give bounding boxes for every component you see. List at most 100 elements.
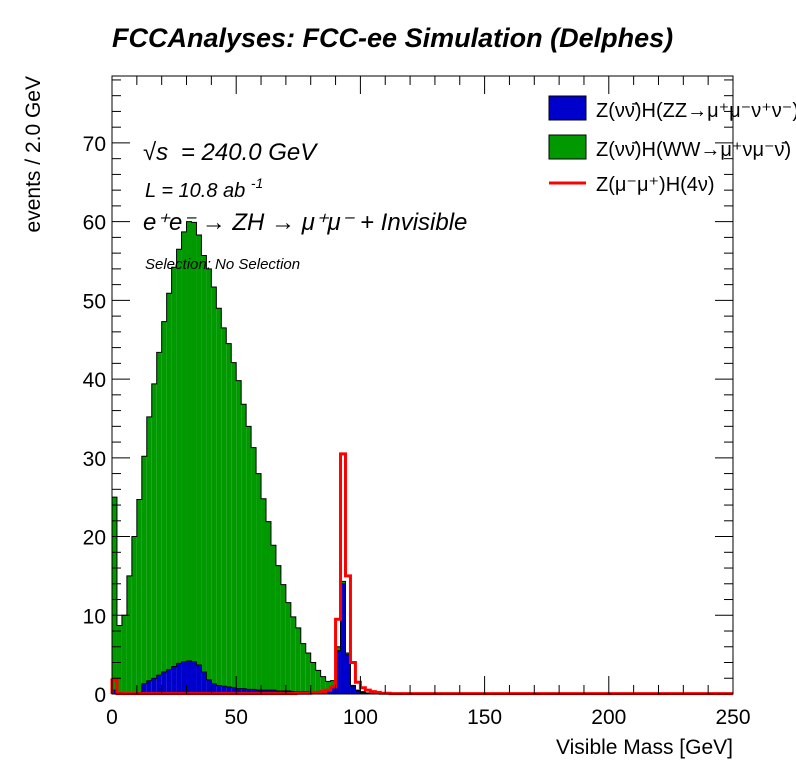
- legend-label-zz: Z(νν̄)H(ZZ→μ⁺μ⁻ν⁺ν⁻): [596, 100, 796, 122]
- ww-bin: [236, 380, 242, 689]
- ww-bin: [206, 268, 212, 680]
- chart-title: FCCAnalyses: FCC-ee Simulation (Delphes): [112, 23, 673, 53]
- zz-bin: [261, 690, 267, 694]
- ww-bin: [196, 235, 202, 665]
- x-tick-label: 100: [343, 706, 378, 729]
- ww-bin: [305, 653, 311, 692]
- x-axis-label: Visible Mass [GeV]: [556, 736, 733, 759]
- zz-bin: [330, 686, 336, 694]
- zz-bin: [226, 686, 232, 694]
- x-tick-label: 150: [467, 706, 502, 729]
- x-axis-ticks: [111, 76, 734, 694]
- ww-bin: [126, 575, 132, 694]
- x-tick-label: 50: [225, 706, 248, 729]
- ww-bin: [121, 615, 127, 694]
- zz-bin: [191, 661, 197, 694]
- zz-bin: [355, 690, 361, 694]
- zz-bin: [325, 690, 331, 694]
- ww-bin: [275, 565, 281, 691]
- y-tick-label: 30: [83, 448, 106, 471]
- zz-bin: [360, 692, 366, 694]
- ww-bin: [151, 383, 157, 679]
- ww-bin: [295, 627, 301, 692]
- y-tick-label: 60: [83, 212, 106, 235]
- ww-bin: [191, 222, 197, 662]
- ww-bin: [246, 426, 252, 690]
- ww-bin: [166, 293, 172, 670]
- legend: Z(νν̄)H(ZZ→μ⁺μ⁻ν⁺ν⁻) Z(νν̄)H(WW→μ⁺νμ⁻ν̄)…: [548, 95, 796, 196]
- ww-bin: [340, 581, 346, 584]
- ww-bin: [270, 545, 276, 691]
- y-tick-label: 50: [83, 290, 106, 313]
- sqrt-s-value: = 240.0 GeV: [181, 139, 318, 166]
- ww-bin: [345, 653, 351, 655]
- ww-bin: [320, 676, 326, 692]
- zz-bin: [112, 690, 117, 694]
- ww-bin: [330, 680, 336, 687]
- ww-bin: [116, 625, 122, 693]
- ww-histogram: [111, 221, 733, 695]
- ww-bin: [280, 584, 286, 691]
- zz-bin: [151, 678, 157, 694]
- zz-bin: [246, 689, 252, 694]
- ww-bin: [141, 456, 147, 684]
- ww-bin: [161, 321, 167, 672]
- selection-annotation: Selection: No Selection: [145, 256, 300, 273]
- zz-bin: [146, 680, 152, 694]
- plot-frame: [111, 75, 734, 695]
- ww-bin: [310, 662, 316, 692]
- zz-bin: [251, 689, 257, 694]
- y-tick-label: 20: [83, 527, 106, 550]
- ww-bin: [136, 499, 142, 693]
- legend-swatch-zz: [548, 95, 587, 121]
- luminosity-base: L = 10.8 ab: [145, 180, 245, 202]
- ww-bin: [156, 352, 162, 676]
- zz-bin: [171, 666, 177, 694]
- x-tick-label: 250: [715, 706, 750, 729]
- ww-bin: [171, 267, 177, 667]
- zz-bin: [266, 690, 271, 694]
- legend-label-ww: Z(νν̄)H(WW→μ⁺νμ⁻ν̄): [596, 139, 791, 161]
- ww-bin: [226, 343, 232, 687]
- sqrt-s-symbol: √s: [143, 139, 168, 166]
- ww-bin: [221, 327, 227, 687]
- ww-bin: [112, 497, 117, 691]
- y-tick-label: 0: [94, 684, 106, 707]
- sqrt-s-annotation: √s = 240.0 GeV: [143, 139, 318, 166]
- legend-swatch-ww: [548, 134, 587, 160]
- ww-bin: [290, 616, 296, 692]
- y-axis-ticks: [112, 79, 733, 695]
- x-tick-labels: 0 50 100 150 200 250: [106, 706, 750, 729]
- zz-bin: [186, 660, 192, 694]
- zz-bin: [256, 690, 262, 694]
- zz-bin: [221, 686, 227, 694]
- zz-bin: [176, 663, 182, 694]
- zz-bin: [211, 683, 217, 694]
- zz-bin: [161, 671, 167, 694]
- zz-bin: [156, 675, 162, 694]
- ww-bin: [131, 536, 137, 694]
- ww-bin: [300, 643, 306, 692]
- zz-bin: [196, 664, 202, 694]
- luminosity-exponent: -1: [251, 175, 263, 191]
- zz-bin: [181, 661, 187, 694]
- zz-bin: [335, 650, 341, 694]
- x-tick-label: 200: [591, 706, 626, 729]
- zz-bin: [201, 671, 207, 694]
- ww-bin: [216, 308, 222, 686]
- legend-label-signal: Z(μ⁻μ⁺)H(4ν): [596, 174, 715, 196]
- ww-bin: [186, 221, 192, 661]
- y-tick-label: 40: [83, 369, 106, 392]
- zz-bin: [340, 583, 346, 694]
- ww-bin: [261, 498, 267, 691]
- zz-bin: [166, 669, 172, 694]
- process-annotation: e⁺e⁻ → ZH → μ⁺μ⁻ + Invisible: [143, 209, 467, 236]
- ww-bin: [176, 249, 182, 664]
- ww-bin: [241, 404, 247, 689]
- zz-bin: [216, 685, 222, 694]
- ww-bin: [325, 681, 331, 691]
- ww-bin: [335, 646, 341, 651]
- ww-bin: [251, 447, 257, 690]
- zz-bin: [141, 683, 147, 694]
- y-tick-label: 10: [83, 605, 106, 628]
